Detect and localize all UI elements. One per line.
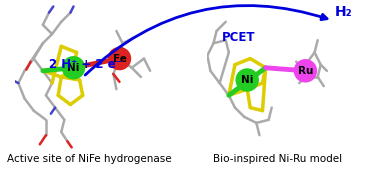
Text: Ru: Ru — [298, 66, 313, 76]
Circle shape — [236, 69, 258, 91]
Text: Active site of NiFe hydrogenase: Active site of NiFe hydrogenase — [6, 154, 171, 164]
Text: PCET: PCET — [222, 31, 255, 44]
Text: H₂: H₂ — [335, 5, 353, 19]
FancyArrowPatch shape — [85, 5, 327, 75]
Circle shape — [294, 60, 316, 82]
Circle shape — [108, 48, 130, 70]
Circle shape — [62, 57, 85, 79]
Text: Ni: Ni — [67, 63, 80, 73]
Text: Bio-inspired Ni-Ru model: Bio-inspired Ni-Ru model — [213, 154, 342, 164]
Text: 2 H⁺ + 2 e⁻: 2 H⁺ + 2 e⁻ — [49, 58, 122, 71]
Text: Ni: Ni — [241, 75, 253, 85]
Text: Fe: Fe — [113, 54, 126, 64]
